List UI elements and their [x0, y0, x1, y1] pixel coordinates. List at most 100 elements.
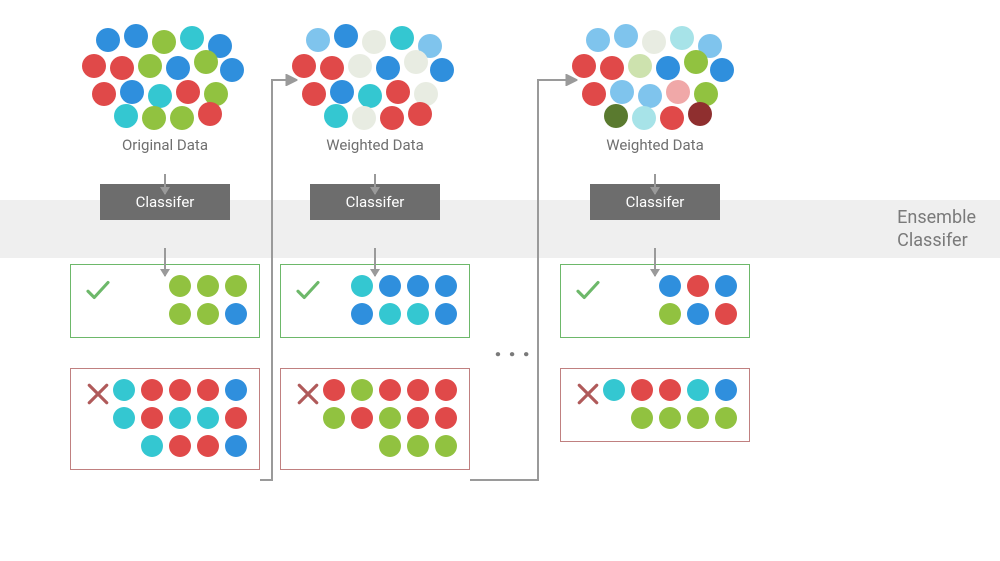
arrow-down-icon [374, 248, 376, 276]
result-dot [379, 435, 401, 457]
data-point [142, 106, 166, 130]
result-dot [659, 379, 681, 401]
arrow-down-icon [374, 174, 376, 194]
result-dot [169, 303, 191, 325]
data-point [148, 84, 172, 108]
data-point [330, 80, 354, 104]
data-point [334, 24, 358, 48]
result-dot [169, 435, 191, 457]
result-dot [197, 303, 219, 325]
incorrect-grid [113, 379, 247, 457]
data-point [582, 82, 606, 106]
result-dot [631, 407, 653, 429]
data-point [292, 54, 316, 78]
ellipsis-icon: ... [494, 330, 536, 363]
data-cluster [70, 20, 260, 130]
incorrect-results-box [560, 368, 750, 442]
data-point [710, 58, 734, 82]
incorrect-results-box [280, 368, 470, 470]
result-dot [435, 407, 457, 429]
data-point [430, 58, 454, 82]
diagram-stage: Ensemble Classifer Original DataClassife… [0, 0, 1000, 561]
data-point [82, 54, 106, 78]
result-dot [225, 379, 247, 401]
result-dot [141, 379, 163, 401]
data-point [352, 106, 376, 130]
result-dot [659, 407, 681, 429]
data-point [324, 104, 348, 128]
incorrect-results-box [70, 368, 260, 470]
result-dot [435, 303, 457, 325]
result-dot [351, 303, 373, 325]
data-point [198, 102, 222, 126]
data-point [92, 82, 116, 106]
correct-grid [659, 275, 737, 325]
result-dot [687, 407, 709, 429]
result-dot [715, 379, 737, 401]
column-col2: Weighted DataClassifer [280, 20, 470, 470]
result-dot [197, 407, 219, 429]
result-dot [113, 379, 135, 401]
result-dot [225, 407, 247, 429]
data-point [362, 30, 386, 54]
data-point [170, 106, 194, 130]
data-point [124, 24, 148, 48]
result-dot [225, 275, 247, 297]
data-point [138, 54, 162, 78]
data-point [176, 80, 200, 104]
result-dot [197, 435, 219, 457]
incorrect-grid [323, 379, 457, 457]
data-point [220, 58, 244, 82]
data-point [96, 28, 120, 52]
arrow-down-icon [654, 174, 656, 194]
result-dot [435, 379, 457, 401]
arrow-down-icon [164, 248, 166, 276]
data-point [386, 80, 410, 104]
arrow-down-icon [164, 174, 166, 194]
data-point [110, 56, 134, 80]
data-point [152, 30, 176, 54]
data-point [408, 102, 432, 126]
result-dot [379, 407, 401, 429]
result-dot [715, 407, 737, 429]
correct-grid [351, 275, 457, 325]
result-dot [225, 303, 247, 325]
data-point [660, 106, 684, 130]
data-point [684, 50, 708, 74]
data-point [302, 82, 326, 106]
result-dot [603, 379, 625, 401]
cross-icon [293, 379, 323, 409]
data-point [404, 50, 428, 74]
data-label: Weighted Data [280, 136, 470, 154]
data-point [586, 28, 610, 52]
cross-icon [83, 379, 113, 409]
data-point [180, 26, 204, 50]
result-dot [379, 275, 401, 297]
result-dot [169, 379, 191, 401]
data-point [320, 56, 344, 80]
data-point [380, 106, 404, 130]
result-dot [407, 407, 429, 429]
result-dot [715, 275, 737, 297]
data-point [600, 56, 624, 80]
result-dot [687, 275, 709, 297]
arrow-down-icon [654, 248, 656, 276]
data-point [390, 26, 414, 50]
result-dot [379, 379, 401, 401]
column-col1: Original DataClassifer [70, 20, 260, 470]
data-point [666, 80, 690, 104]
data-point [628, 54, 652, 78]
result-dot [407, 435, 429, 457]
data-point [358, 84, 382, 108]
result-dot [687, 379, 709, 401]
data-cluster [560, 20, 750, 130]
result-dot [169, 275, 191, 297]
column-col3: Weighted DataClassifer [560, 20, 750, 442]
result-dot [351, 275, 373, 297]
check-icon [83, 275, 113, 305]
data-point [194, 50, 218, 74]
result-dot [407, 275, 429, 297]
data-point [166, 56, 190, 80]
data-point [114, 104, 138, 128]
result-dot [631, 379, 653, 401]
